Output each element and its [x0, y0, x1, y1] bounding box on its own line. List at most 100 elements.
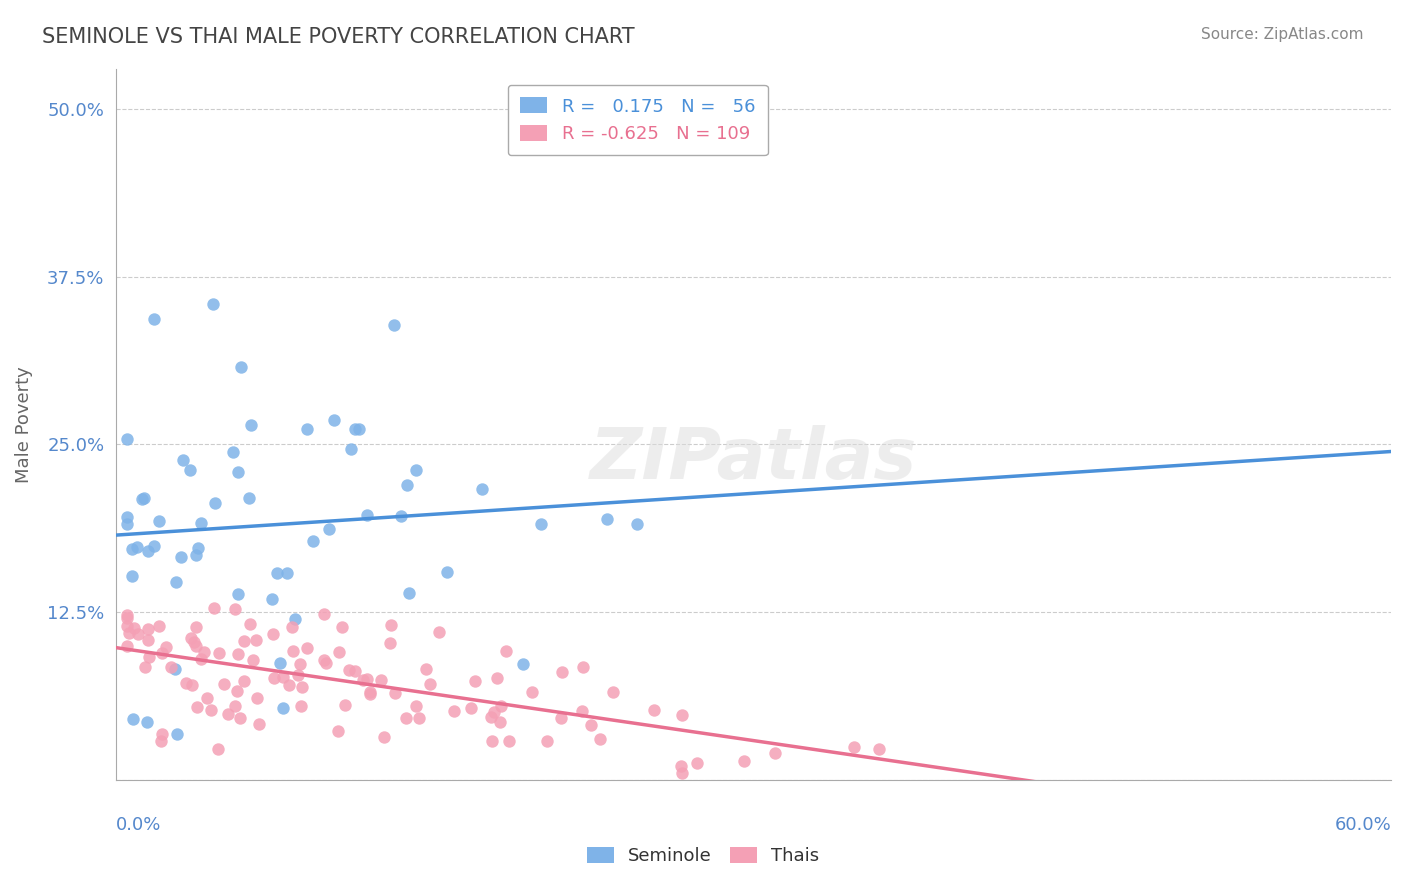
Point: [520, 685, 543, 699]
Point: [226, 648, 249, 662]
Text: Source: ZipAtlas.com: Source: ZipAtlas.com: [1201, 27, 1364, 42]
Point: [288, 657, 311, 671]
Point: [276, 566, 298, 580]
Point: [436, 565, 458, 579]
Point: [589, 732, 612, 747]
Point: [233, 634, 256, 648]
Point: [217, 707, 239, 722]
Point: [226, 587, 249, 601]
Point: [536, 734, 558, 748]
Point: [190, 516, 212, 531]
Point: [398, 585, 420, 599]
Point: [359, 684, 381, 698]
Point: [118, 625, 141, 640]
Point: [208, 646, 231, 660]
Point: [287, 668, 309, 682]
Point: [142, 311, 165, 326]
Point: [190, 652, 212, 666]
Point: [150, 727, 173, 741]
Point: [148, 619, 170, 633]
Point: [195, 690, 218, 705]
Point: [498, 733, 520, 747]
Point: [763, 746, 786, 760]
Point: [356, 672, 378, 686]
Point: [512, 657, 534, 672]
Point: [571, 705, 593, 719]
Point: [378, 635, 401, 649]
Point: [370, 673, 392, 688]
Point: [142, 539, 165, 553]
Point: [489, 699, 512, 714]
Point: [405, 463, 427, 477]
Point: [125, 540, 148, 554]
Legend: Seminole, Thais: Seminole, Thais: [578, 838, 828, 874]
Point: [283, 644, 305, 658]
Point: [337, 663, 360, 677]
Point: [138, 649, 160, 664]
Point: [295, 422, 318, 436]
Point: [318, 522, 340, 536]
Point: [160, 660, 183, 674]
Point: [229, 710, 252, 724]
Point: [382, 318, 405, 333]
Point: [271, 670, 294, 684]
Point: [115, 432, 138, 446]
Point: [187, 541, 209, 555]
Point: [166, 727, 188, 741]
Point: [266, 566, 288, 581]
Point: [121, 569, 143, 583]
Point: [239, 617, 262, 632]
Point: [263, 671, 285, 685]
Point: [495, 644, 517, 658]
Point: [115, 639, 138, 653]
Point: [269, 657, 291, 671]
Point: [395, 478, 418, 492]
Point: [224, 699, 246, 714]
Point: [471, 483, 494, 497]
Point: [322, 413, 344, 427]
Point: [429, 625, 451, 640]
Point: [131, 491, 153, 506]
Point: [481, 733, 503, 747]
Point: [479, 710, 502, 724]
Point: [464, 674, 486, 689]
Point: [626, 517, 648, 532]
Point: [389, 508, 412, 523]
Point: [224, 602, 246, 616]
Point: [347, 422, 370, 436]
Point: [222, 445, 245, 459]
Point: [148, 514, 170, 528]
Point: [115, 509, 138, 524]
Point: [115, 618, 138, 632]
Point: [174, 676, 197, 690]
Point: [122, 621, 145, 635]
Point: [415, 662, 437, 676]
Point: [484, 705, 506, 719]
Point: [380, 618, 402, 632]
Point: [245, 633, 267, 648]
Point: [181, 678, 204, 692]
Point: [290, 698, 312, 713]
Point: [165, 574, 187, 589]
Point: [186, 699, 208, 714]
Point: [551, 665, 574, 680]
Point: [301, 534, 323, 549]
Point: [207, 742, 229, 756]
Point: [408, 711, 430, 725]
Point: [326, 724, 349, 739]
Point: [150, 734, 173, 748]
Point: [202, 601, 225, 615]
Point: [172, 453, 194, 467]
Point: [671, 759, 693, 773]
Point: [262, 627, 284, 641]
Point: [343, 664, 366, 678]
Point: [579, 718, 602, 732]
Point: [163, 662, 186, 676]
Point: [246, 691, 269, 706]
Point: [170, 550, 193, 565]
Point: [842, 740, 865, 755]
Point: [419, 677, 441, 691]
Legend: R =   0.175   N =   56, R = -0.625   N = 109: R = 0.175 N = 56, R = -0.625 N = 109: [508, 85, 768, 155]
Point: [291, 680, 314, 694]
Point: [136, 632, 159, 647]
